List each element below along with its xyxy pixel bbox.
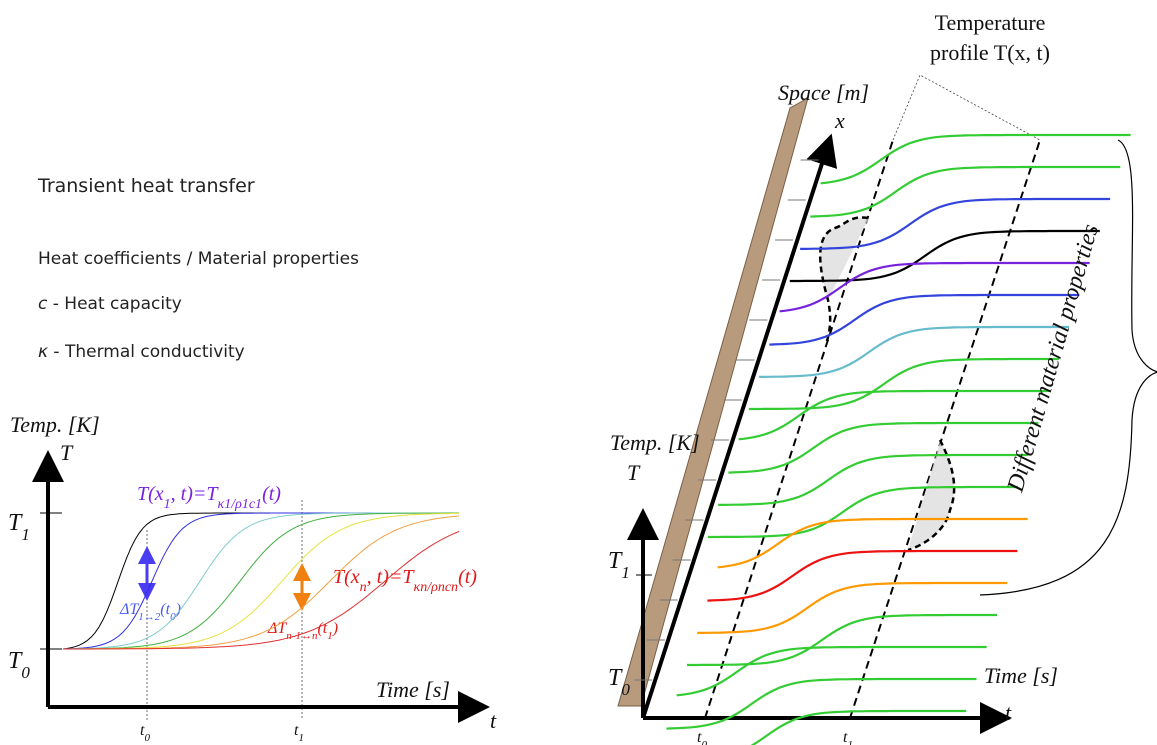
axis-symbol: t <box>1005 700 1012 725</box>
wall <box>618 98 808 706</box>
text-part: ) <box>332 620 338 637</box>
subscript: 1↔2 <box>138 611 161 623</box>
brace <box>980 140 1157 595</box>
subscript: n <box>360 580 367 595</box>
text-part: ΔT <box>267 620 287 637</box>
profile-area <box>820 217 868 300</box>
text-part: , t)=T <box>171 483 220 505</box>
subscript: κn/ρncn <box>414 580 459 595</box>
right-panel: Temperature profile T(x, t) Space [m] x Temp… <box>608 10 1157 745</box>
tick-label: t1 <box>294 722 304 744</box>
temperature-curve <box>821 135 1131 183</box>
temperature-curve <box>677 647 987 695</box>
subscript: 0 <box>144 732 150 744</box>
profile-label: Temperature profile T(x, t) <box>930 10 1050 65</box>
text-part: - Heat capacity <box>47 294 181 314</box>
temperature-curve <box>759 327 1069 377</box>
temperature-curve <box>697 583 1007 633</box>
subscript: κ1/ρ1c1 <box>218 497 263 512</box>
tick-label: T1 <box>608 548 630 582</box>
subscript: 1 <box>621 563 630 582</box>
subscript: 0 <box>21 663 30 682</box>
text-line: profile T(x, t) <box>930 40 1050 65</box>
axis-label: Time [s] <box>376 677 450 702</box>
text-part: , t)=T <box>367 566 416 588</box>
tick-label: T0 <box>8 648 30 682</box>
tick-label: t0 <box>697 729 707 745</box>
tick-label: t1 <box>843 729 853 745</box>
heading: Transient heat transfer <box>37 175 255 197</box>
temperature-curve <box>687 615 997 665</box>
text-part: (t) <box>262 483 281 505</box>
t1-line <box>850 140 1040 718</box>
subscript: 0 <box>701 739 707 745</box>
tick-label: T1 <box>8 510 30 544</box>
tick-label: t0 <box>140 722 150 744</box>
diagram: Transient heat transfer Heat coefficients… <box>0 0 1157 745</box>
temperature-curve <box>718 455 1028 505</box>
temperature-curve <box>718 519 1028 567</box>
text-part: T(x <box>333 566 360 588</box>
text-part: ΔT <box>119 601 139 618</box>
subscript: n-1↔n <box>286 630 318 642</box>
profile-area <box>908 440 954 550</box>
left-panel: Transient heat transfer Heat coefficients… <box>8 175 497 744</box>
property: c - Heat capacity <box>38 294 182 314</box>
tick-label: T0 <box>608 665 630 699</box>
formula: T(x1, t)=Tκ1/ρ1c1(t) <box>137 483 281 512</box>
axis-symbol: t <box>490 708 497 733</box>
subheading: Heat coefficients / Material properties <box>38 249 359 269</box>
text-part: (t <box>317 620 327 637</box>
text-part: - Thermal conductivity <box>48 342 245 362</box>
axis-label: Temp. [K] <box>610 430 700 455</box>
temperature-curve <box>739 391 1049 439</box>
formula: T(xn, t)=Tκn/ρncn(t) <box>333 566 477 595</box>
axis-symbol: T <box>627 460 641 485</box>
leader <box>893 75 1040 140</box>
temperature-curve <box>749 359 1059 409</box>
symbol: κ <box>38 342 48 362</box>
axis-symbol: T <box>60 440 74 465</box>
axis-label: Temp. [K] <box>10 412 100 437</box>
text-line: Temperature <box>935 10 1046 35</box>
subscript: 1 <box>21 525 30 544</box>
temperature-curve <box>63 532 459 650</box>
subscript: 1 <box>298 732 304 744</box>
subscript: 1 <box>847 739 853 745</box>
text-part: (t <box>160 601 170 618</box>
subscript: 0 <box>621 680 630 699</box>
text-part: (t) <box>458 566 477 588</box>
axis-symbol: x <box>834 108 845 133</box>
temperature-curve <box>708 487 1018 537</box>
subscript: 1 <box>164 497 171 512</box>
text-part: T(x <box>137 483 164 505</box>
axis-label: Time [s] <box>984 663 1058 688</box>
property: κ - Thermal conductivity <box>38 342 245 362</box>
axis-label: Space [m] <box>778 80 869 105</box>
